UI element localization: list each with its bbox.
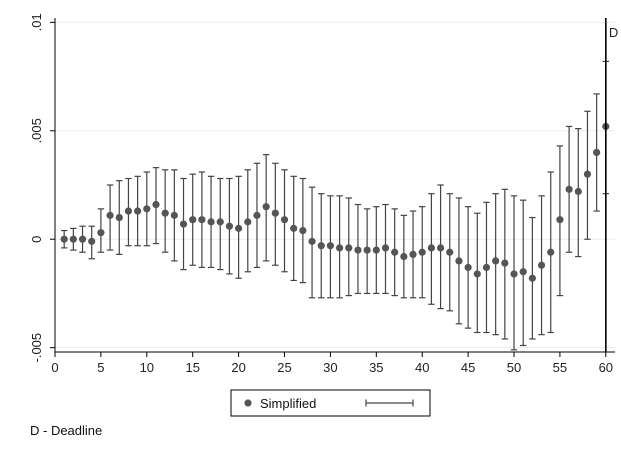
data-point: [574, 187, 582, 196]
data-point: [244, 218, 252, 226]
data-point: [583, 170, 592, 178]
y-tick-label: -.005: [29, 333, 44, 363]
data-point: [593, 148, 601, 157]
data-point: [354, 246, 362, 254]
data-point: [409, 250, 417, 259]
x-tick-label: 30: [323, 360, 337, 375]
legend-marker: [244, 399, 252, 407]
deadline-line: D: [605, 18, 618, 352]
data-point: [418, 248, 426, 256]
data-point: [78, 235, 87, 243]
data-point: [207, 218, 215, 226]
data-point: [280, 216, 289, 224]
data-point: [473, 270, 481, 278]
data-point: [216, 218, 224, 226]
x-tick-label: 5: [97, 360, 104, 375]
data-point: [106, 211, 114, 219]
data-point: [235, 224, 243, 232]
data-point: [271, 209, 279, 217]
y-ticks: -.005 0 .005 .01: [29, 13, 55, 362]
legend: Simplified: [230, 389, 431, 417]
data-point: [501, 259, 509, 267]
data-point: [363, 246, 371, 254]
data-point: [492, 257, 500, 265]
x-tick-label: 50: [507, 360, 521, 375]
data-point: [372, 246, 380, 254]
data-point: [115, 213, 123, 222]
data-point: [427, 244, 435, 252]
data-point: [335, 244, 344, 252]
error-bars: [60, 60, 610, 351]
data-point: [464, 263, 472, 272]
x-tick-label: 10: [140, 360, 154, 375]
x-tick-label: 25: [277, 360, 291, 375]
data-point: [317, 242, 325, 250]
data-point: [290, 224, 298, 232]
x-tick-label: 15: [185, 360, 199, 375]
data-point: [556, 216, 564, 224]
x-tick-label: 35: [369, 360, 383, 375]
data-point: [400, 252, 408, 261]
x-ticks: 0 5 10 15 20 25 30 35 40 45 50 55 60: [51, 352, 613, 375]
y-tick-label: .005: [29, 118, 44, 143]
x-tick-label: 55: [553, 360, 567, 375]
data-point: [60, 235, 68, 243]
deadline-label: D: [609, 25, 618, 40]
data-point: [391, 248, 399, 256]
data-point: [189, 216, 197, 224]
x-tick-label: 60: [599, 360, 613, 375]
legend-label: Simplified: [260, 396, 316, 411]
data-point: [253, 211, 261, 219]
y-tick-label: 0: [29, 236, 44, 243]
data-point: [345, 244, 353, 252]
grid-lines: [55, 21, 615, 349]
data-point: [326, 242, 335, 250]
x-tick-label: 40: [415, 360, 429, 375]
data-point: [565, 185, 573, 193]
data-point: [299, 226, 307, 235]
data-point: [134, 207, 142, 215]
data-point: [170, 211, 178, 219]
data-point: [69, 235, 77, 243]
data-point: [161, 209, 169, 217]
y-tick-label: .01: [29, 13, 44, 31]
x-tick-label: 20: [231, 360, 245, 375]
data-point: [124, 207, 133, 215]
data-point: [152, 200, 160, 209]
data-point: [510, 270, 518, 278]
x-tick-label: 0: [51, 360, 58, 375]
data-point: [547, 248, 555, 256]
x-tick-label: 45: [461, 360, 475, 375]
data-point: [519, 268, 527, 276]
chart-note: D - Deadline: [30, 423, 103, 438]
data-point: [455, 257, 463, 265]
data-point: [88, 237, 96, 245]
data-point: [381, 244, 390, 252]
data-point: [446, 248, 454, 256]
data-point: [308, 237, 316, 245]
data-point: [528, 274, 536, 282]
data-point: [537, 261, 546, 269]
axes: [54, 18, 615, 353]
data-point: [225, 222, 234, 230]
data-point: [436, 244, 445, 252]
data-point: [143, 205, 151, 213]
data-point: [198, 216, 206, 224]
data-point: [482, 263, 491, 272]
data-points: [60, 122, 610, 282]
data-point: [262, 203, 270, 211]
data-point: [179, 220, 188, 228]
data-point: [97, 229, 105, 237]
